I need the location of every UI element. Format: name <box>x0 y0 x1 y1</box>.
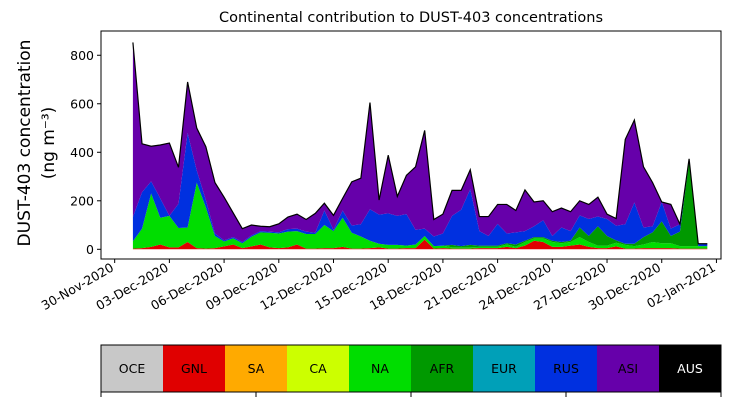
legend-swatch-sa <box>225 345 288 392</box>
legend-label: AFR <box>430 361 455 376</box>
y-tick-label: 800 <box>70 48 94 63</box>
legend-swatch-rus <box>535 345 598 392</box>
legend-swatch-oce <box>101 345 164 392</box>
legend: OCE GNL SA CA NA AFR EUR RUS ASI AUS <box>100 344 722 397</box>
y-tick-label: 400 <box>70 145 94 160</box>
series-area-asi <box>132 42 708 244</box>
legend-swatch-eur <box>473 345 536 392</box>
y-tick-label: 200 <box>70 193 94 208</box>
series-area-gnl <box>132 239 708 250</box>
chart-title: Continental contribution to DUST-403 con… <box>219 10 603 26</box>
y-axis: 0 200 400 600 800 <box>70 48 101 257</box>
y-tick-label: 600 <box>70 96 94 111</box>
legend-label: RUS <box>553 361 579 376</box>
series-area-na <box>132 182 708 249</box>
y-axis-label-line1: DUST-403 concentration <box>15 40 35 247</box>
legend-label: NA <box>371 361 389 376</box>
plot-frame <box>100 30 722 260</box>
series-area-rus <box>132 132 708 247</box>
legend-swatch-aus <box>659 345 722 392</box>
legend-swatch-gnl <box>163 345 226 392</box>
y-tick-label: 0 <box>86 242 94 257</box>
legend-label: SA <box>248 361 265 376</box>
legend-swatch-na <box>349 345 412 392</box>
legend-label: CA <box>309 361 327 376</box>
total-line <box>132 42 708 245</box>
plot-area <box>132 42 708 250</box>
series-area-afr <box>132 161 708 248</box>
legend-swatch-afr <box>411 345 474 392</box>
legend-label: EUR <box>491 361 517 376</box>
legend-label: ASI <box>618 361 638 376</box>
legend-label: OCE <box>119 361 146 376</box>
x-axis: 30-Nov-202003-Dec-202006-Dec-202009-Dec-… <box>39 259 718 313</box>
legend-label: AUS <box>677 361 703 376</box>
y-axis-label-line2: (ng m⁻³) <box>39 107 59 180</box>
legend-label: GNL <box>181 361 207 376</box>
legend-swatch-ca <box>287 345 350 392</box>
legend-swatch-asi <box>597 345 660 392</box>
y-axis-label: DUST-403 concentration (ng m⁻³) <box>15 40 59 247</box>
